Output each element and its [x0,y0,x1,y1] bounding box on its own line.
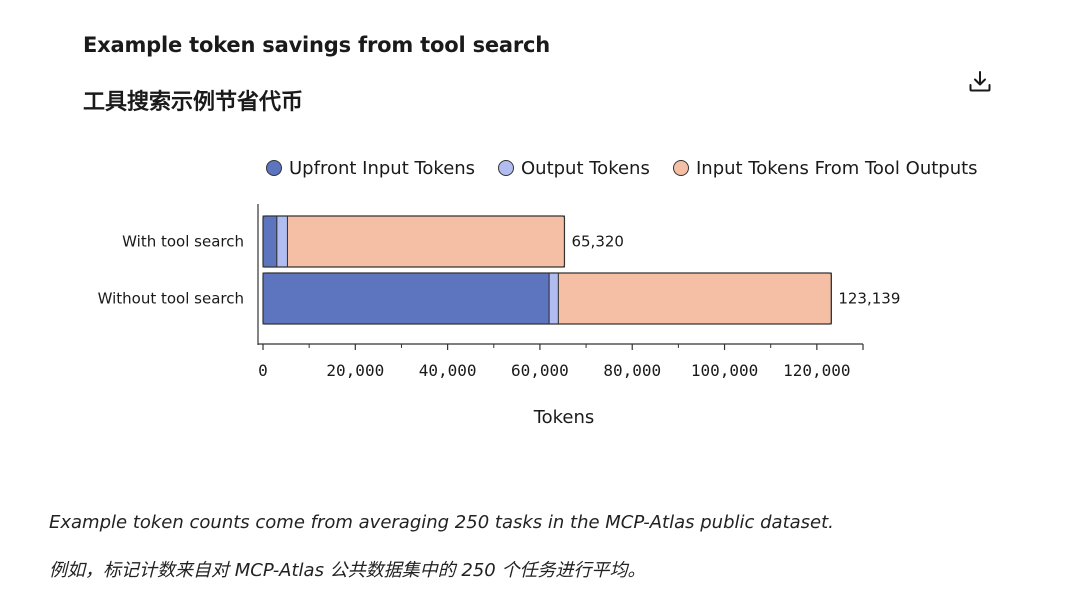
caption-chinese: 例如，标记计数来自对 MCP-Atlas 公共数据集中的 250 个任务进行平均… [49,560,646,581]
bar-segment-1-0 [262,272,550,325]
chart-bars: With tool search 65,320 Without tool searc… [98,215,900,325]
x-tick-label-1: 20,000 [326,361,384,380]
bar-segment-0-2 [286,215,565,268]
legend-marker-0 [266,160,282,176]
bar-outline-0 [262,215,566,268]
bar-outline-1 [262,272,832,325]
stacked-bar-chart: Upfront Input Tokens Output Tokens Input T… [98,158,978,428]
chart-legend: Upfront Input Tokens Output Tokens Input T… [266,158,978,179]
x-tick-label-2: 40,000 [419,361,477,380]
chart-title: Example token savings from tool search [83,33,551,57]
category-label-0: With tool search [122,233,244,251]
x-axis: 0 20,000 40,000 60,000 80,000 100,000 120,000 [258,343,864,380]
x-axis-title: Tokens [533,407,595,428]
chart-title-chinese: 工具搜索示例节省代币 [83,90,304,115]
legend-label-2: Input Tokens From Tool Outputs [696,158,978,179]
legend-label-1: Output Tokens [521,158,650,179]
x-tick-label-0: 0 [258,361,268,380]
legend-marker-2 [673,160,689,176]
bar-segment-1-1 [548,272,559,325]
x-tick-label-3: 60,000 [511,361,569,380]
bar-segment-1-2 [557,272,832,325]
x-tick-label-6: 120,000 [783,361,850,380]
legend-label-0: Upfront Input Tokens [289,158,475,179]
total-label-1: 123,139 [838,290,900,308]
x-tick-label-5: 100,000 [691,361,758,380]
legend-marker-1 [498,160,514,176]
category-label-1: Without tool search [98,290,244,308]
total-label-0: 65,320 [571,233,624,251]
bar-segment-0-1 [276,215,288,268]
download-icon[interactable] [966,68,994,96]
caption-english: Example token counts come from averaging… [49,512,834,533]
bar-segment-0-0 [262,215,278,268]
x-tick-label-4: 80,000 [603,361,661,380]
